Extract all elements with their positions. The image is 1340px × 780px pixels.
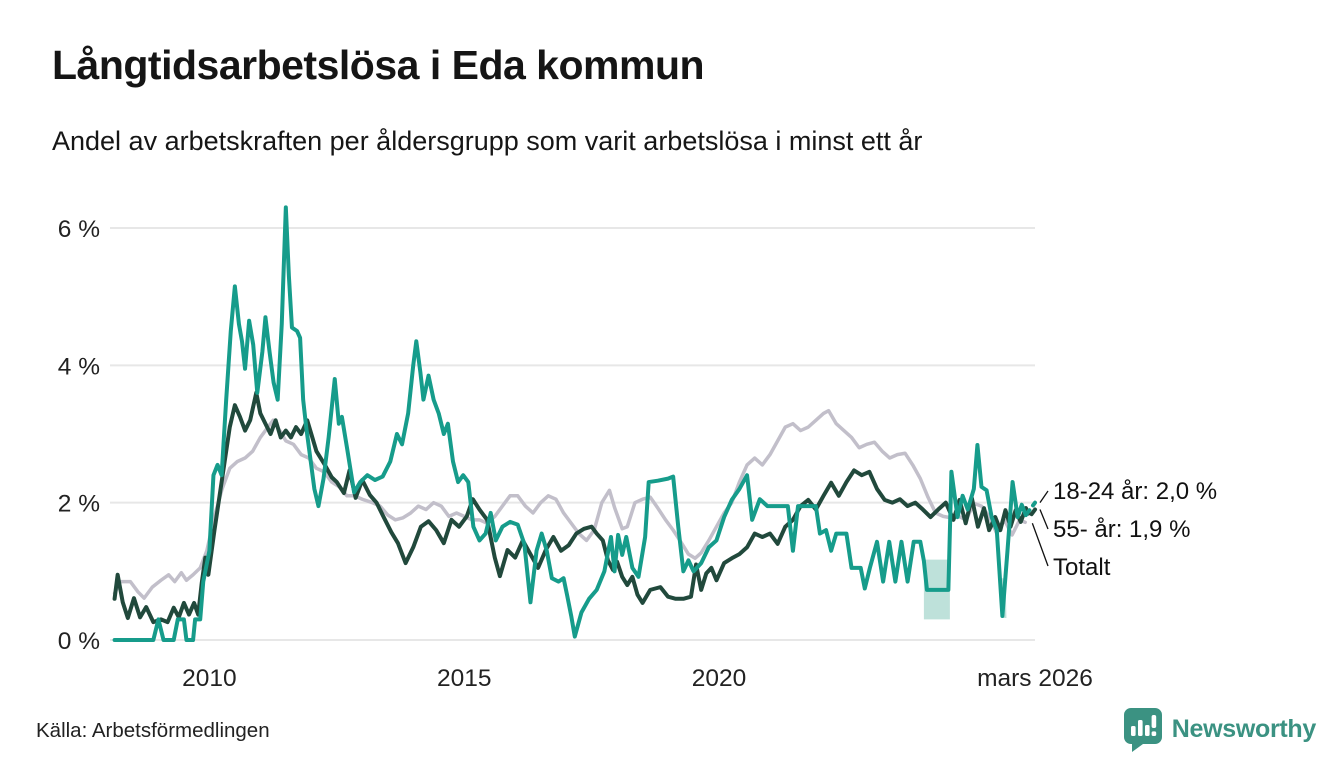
line-18-24 år — [112, 205, 1028, 642]
series-end-label-total: Totalt — [1053, 554, 1111, 581]
page-title: Långtidsarbetslösa i Eda kommun — [52, 42, 705, 88]
brand-name: Newsworthy — [1171, 714, 1317, 743]
leader-line — [1039, 490, 1049, 504]
page-subtitle: Andel av arbetskraften per åldersgrupp s… — [52, 126, 923, 156]
series-end-label-old: 55- år: 1,9 % — [1053, 516, 1191, 543]
y-tick-label: 4 % — [58, 353, 100, 380]
y-tick-label: 2 % — [58, 491, 100, 518]
y-tick-label: 0 % — [58, 628, 100, 655]
x-tick-label: 2010 — [182, 665, 237, 692]
y-tick-label: 6 % — [58, 216, 100, 243]
x-tick-label: mars 2026 — [977, 665, 1093, 692]
line-18-24 år-dashed-tail — [1023, 500, 1037, 518]
brand-logo: Newsworthy — [1122, 706, 1316, 752]
line-55- år — [112, 390, 1028, 625]
newsworthy-icon — [1123, 708, 1162, 752]
leader-line — [1031, 523, 1049, 567]
x-tick-label: 2015 — [437, 665, 492, 692]
leader-line — [1039, 509, 1049, 530]
line-Totalt — [112, 408, 1022, 600]
source-note: Källa: Arbetsförmedlingen — [36, 719, 270, 742]
x-tick-label: 2020 — [692, 665, 747, 692]
series-end-label-young: 18-24 år: 2,0 % — [1053, 478, 1218, 505]
